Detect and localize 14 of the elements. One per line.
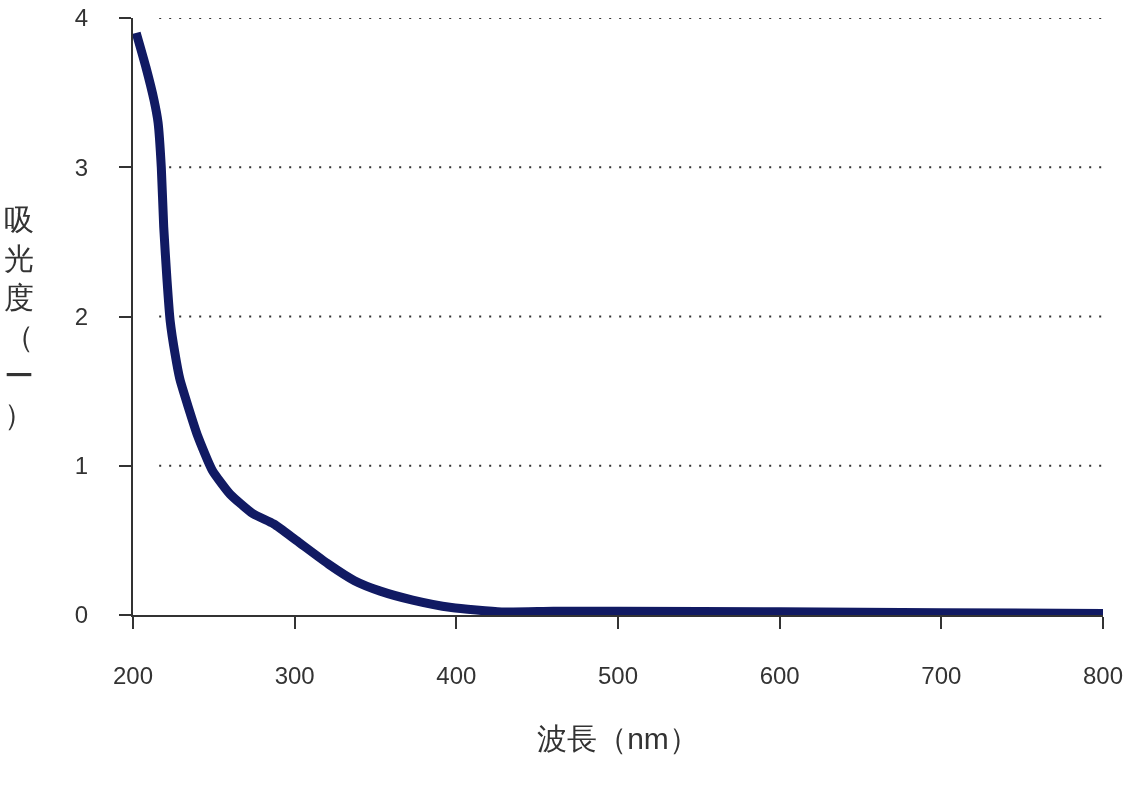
x-tick-label: 700 (921, 661, 962, 689)
y-axis-title: 吸光度（ー） (4, 203, 34, 431)
y-tick-label: 2 (74, 302, 89, 330)
x-axis-title: 波長（nm） (537, 721, 699, 755)
x-tick-label: 500 (597, 661, 639, 689)
y-tick-label: 3 (74, 153, 89, 181)
y-tick-label: 1 (74, 452, 89, 480)
x-tick-label: 300 (274, 661, 315, 689)
x-tick-label: 600 (759, 661, 800, 689)
y-tick-label: 4 (74, 4, 89, 32)
x-tick-label: 400 (436, 661, 477, 689)
y-tick-label: 0 (74, 601, 89, 629)
x-tick-label: 800 (1082, 661, 1124, 689)
x-tick-label: 200 (112, 661, 154, 689)
